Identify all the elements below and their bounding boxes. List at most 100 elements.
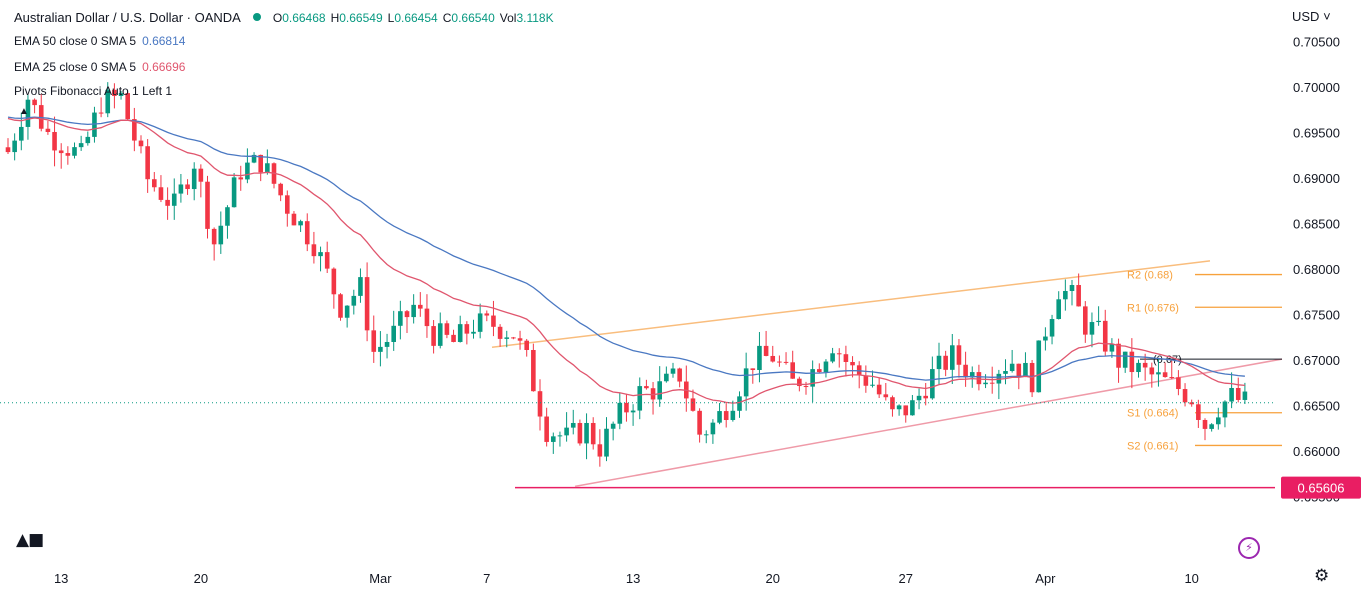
candle-body xyxy=(211,228,217,245)
candle-body xyxy=(1043,336,1048,341)
candle xyxy=(1029,359,1035,398)
candle xyxy=(910,394,915,416)
candle-body xyxy=(511,337,516,339)
candle-body xyxy=(597,444,603,457)
candle xyxy=(311,231,317,264)
candle-body xyxy=(431,326,436,346)
candle xyxy=(238,165,244,191)
candle xyxy=(584,413,589,460)
x-tick-label: 13 xyxy=(626,571,640,586)
currency-selector[interactable]: USD ˅ xyxy=(1292,9,1331,24)
candle xyxy=(637,377,643,420)
candle-body xyxy=(969,372,975,378)
candle xyxy=(32,98,37,114)
candle-body xyxy=(956,345,962,365)
candle xyxy=(1009,349,1015,373)
candle xyxy=(830,347,835,364)
candle-body xyxy=(1136,362,1141,373)
candle-body xyxy=(1216,417,1221,425)
candle-body xyxy=(1202,419,1208,429)
candle-body xyxy=(497,326,503,339)
candle-body xyxy=(989,382,995,384)
channel-lower-line xyxy=(574,358,1283,488)
pivot-label: S2 (0.661) xyxy=(1127,440,1178,452)
candle-body xyxy=(451,334,456,342)
candle-body xyxy=(610,423,616,429)
candle xyxy=(1222,400,1228,428)
ema25-legend[interactable]: EMA 25 close 0 SMA 5 0.66696 xyxy=(14,60,186,74)
candle-body xyxy=(158,187,164,200)
candle-body xyxy=(1189,402,1194,405)
candle-body xyxy=(690,398,696,411)
candle xyxy=(790,350,795,379)
candle xyxy=(570,409,576,435)
candle xyxy=(78,135,84,151)
candle xyxy=(836,348,842,368)
y-tick-label: 0.66500 xyxy=(1293,398,1340,413)
candle-body xyxy=(1176,377,1181,390)
candle-body xyxy=(703,434,709,436)
candle xyxy=(304,213,310,252)
x-tick-label: 10 xyxy=(1184,571,1198,586)
pivots-legend[interactable]: Pivots Fibonacci Auto 1 Left 1 xyxy=(14,84,173,98)
candle-body xyxy=(1182,389,1188,403)
candle-body xyxy=(112,89,117,96)
candle-body xyxy=(664,373,669,382)
candle-body xyxy=(1036,340,1042,393)
ema50-legend[interactable]: EMA 50 close 0 SMA 5 0.66814 xyxy=(14,34,186,48)
candle-body xyxy=(1109,343,1115,352)
candle-body xyxy=(943,355,948,370)
candle-body xyxy=(850,361,855,366)
candle xyxy=(318,246,323,272)
candle xyxy=(1049,314,1055,345)
x-tick-label: 7 xyxy=(483,571,490,586)
candle xyxy=(983,374,988,389)
candle-body xyxy=(218,225,224,245)
candle-body xyxy=(717,411,722,423)
candle-body xyxy=(624,402,629,413)
candle-body xyxy=(444,323,450,335)
ema25-value: 0.66696 xyxy=(142,60,186,74)
candle xyxy=(670,362,676,378)
candle-body xyxy=(617,402,623,424)
candle-body xyxy=(52,131,57,151)
candle-body xyxy=(564,427,569,436)
pivot-label: S1 (0.664) xyxy=(1127,408,1178,420)
candle-body xyxy=(723,411,729,420)
y-tick-label: 0.69500 xyxy=(1293,126,1340,141)
ema50-line xyxy=(7,116,1245,381)
candle xyxy=(351,289,357,315)
candle-body xyxy=(817,369,822,373)
candle xyxy=(278,182,283,202)
candle xyxy=(324,241,330,274)
gear-icon[interactable]: ⚙ xyxy=(1314,566,1330,585)
candle xyxy=(158,175,164,203)
candle xyxy=(138,135,144,154)
symbol-title[interactable]: Australian Dollar / U.S. Dollar · OANDA xyxy=(14,10,241,25)
candle xyxy=(471,319,476,339)
candle-body xyxy=(1009,363,1015,372)
candle-body xyxy=(1122,351,1128,368)
lightning-icon[interactable]: ⚡ xyxy=(1238,537,1260,559)
candle-body xyxy=(278,183,283,196)
candle-body xyxy=(1222,401,1228,418)
tradingview-logo[interactable]: ▲■ xyxy=(16,530,44,550)
candle-body xyxy=(504,337,510,339)
candle xyxy=(1129,338,1135,389)
candle-body xyxy=(145,146,150,180)
candle-body xyxy=(152,179,157,188)
symbol-legend: Australian Dollar / U.S. Dollar · OANDA O… xyxy=(14,10,559,25)
candle-body xyxy=(743,368,749,397)
chevron-up-icon[interactable]: ▲ xyxy=(19,106,29,117)
candle-body xyxy=(1162,372,1168,378)
candle-body xyxy=(936,355,942,370)
candle xyxy=(916,388,922,410)
candle xyxy=(590,417,596,450)
candle-body xyxy=(32,99,37,106)
candle-body xyxy=(338,294,343,318)
candle xyxy=(537,379,543,431)
candle xyxy=(72,142,77,159)
candle-body xyxy=(238,177,244,180)
candle xyxy=(697,408,702,443)
